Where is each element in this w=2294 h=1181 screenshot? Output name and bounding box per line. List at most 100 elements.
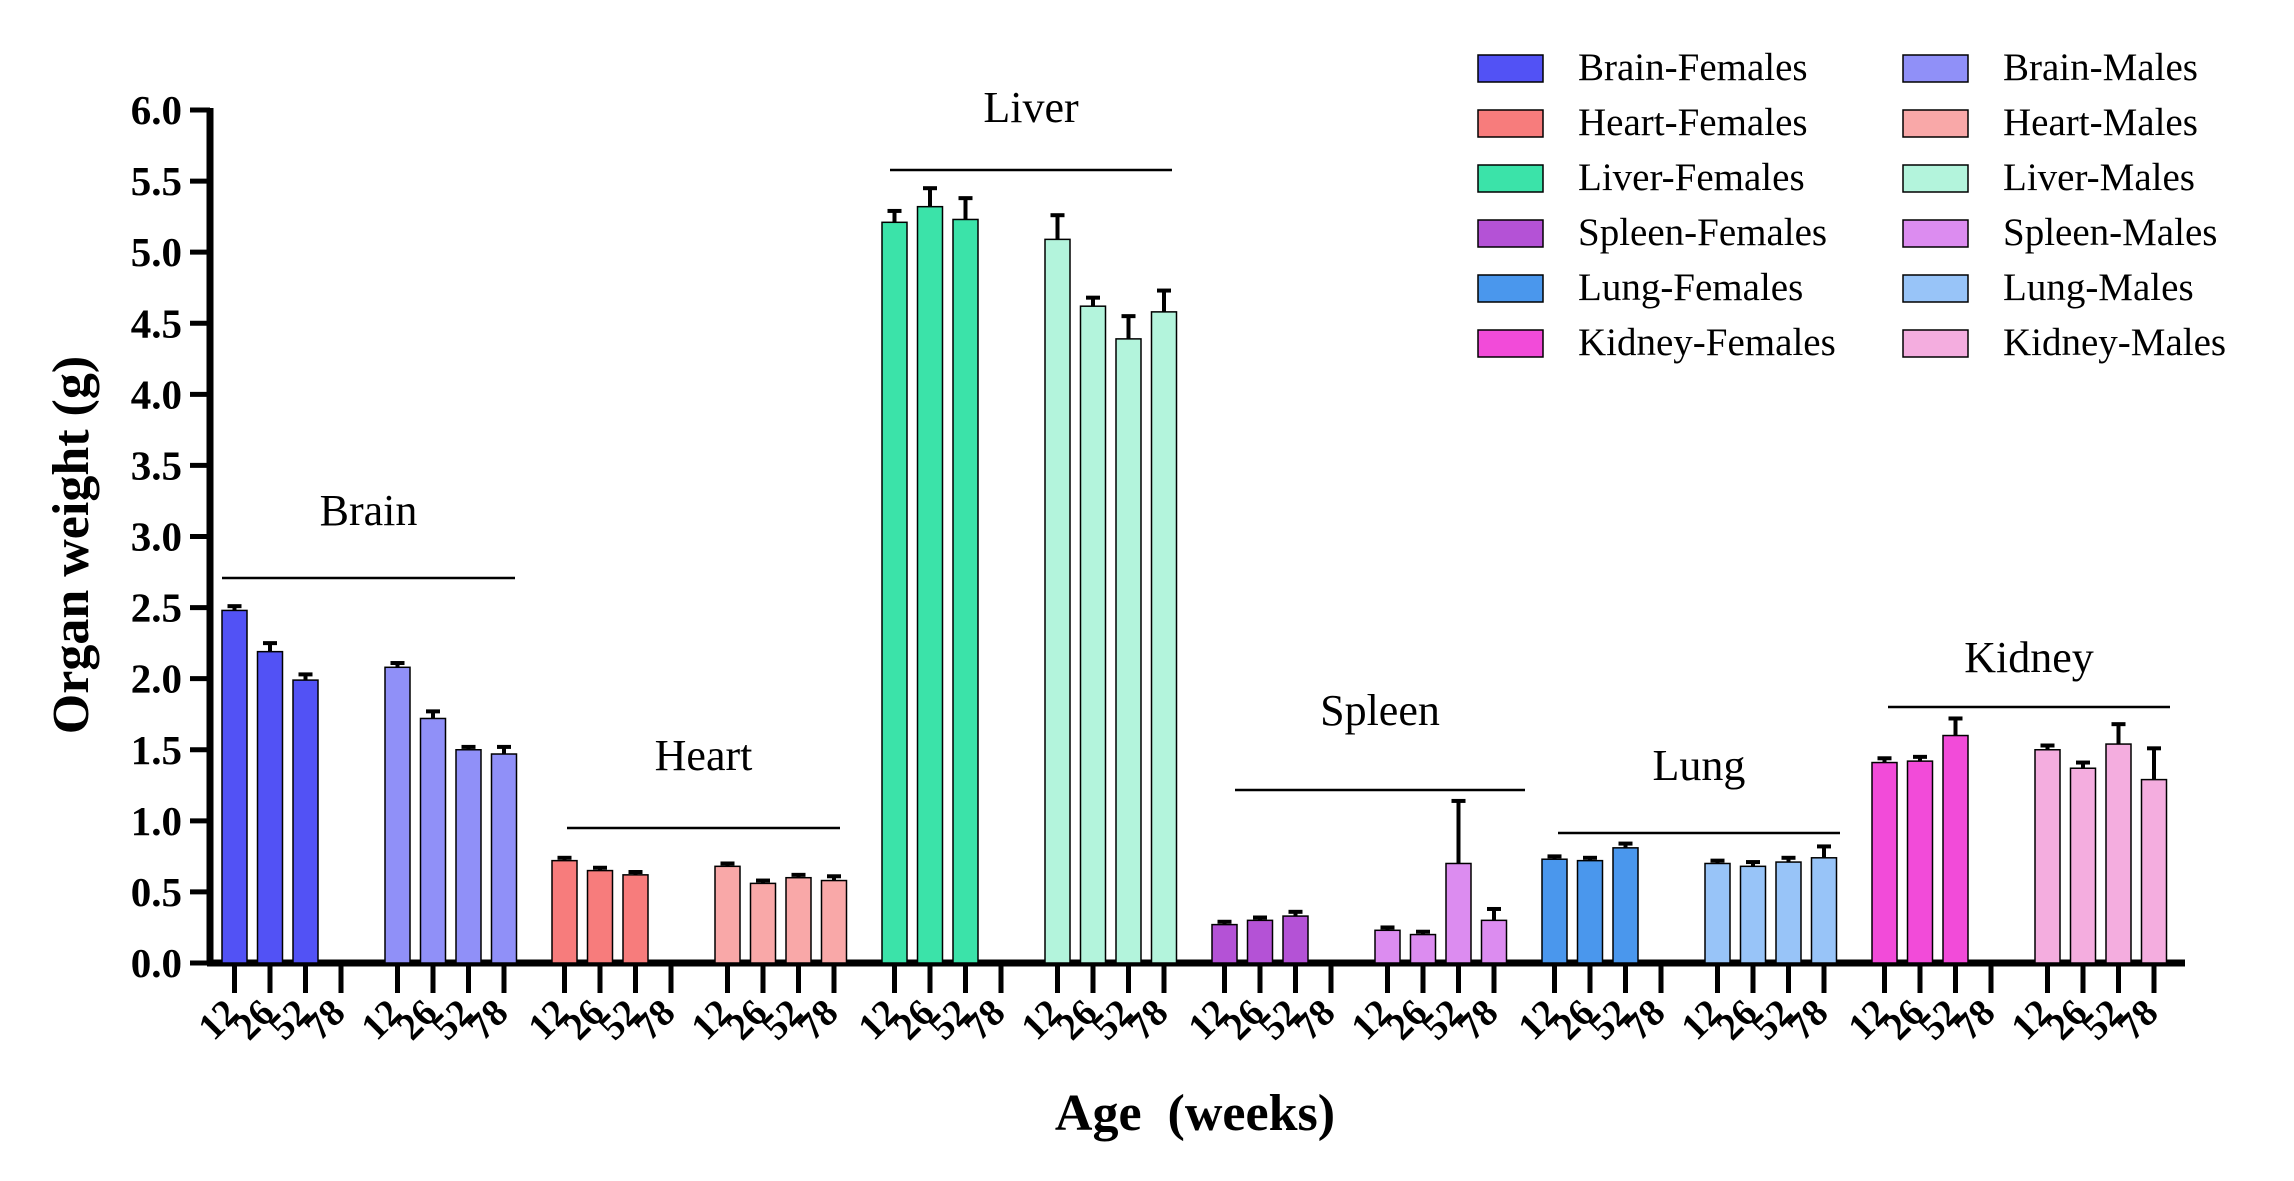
y-tick-label: 0.0	[131, 940, 182, 986]
bar	[256, 650, 284, 964]
legend-swatch	[1902, 329, 1969, 358]
legend-swatch	[1902, 109, 1969, 138]
bar	[785, 876, 812, 964]
bar	[490, 753, 518, 964]
bar	[916, 205, 944, 964]
legend-label: Brain-Females	[1578, 46, 1808, 89]
bar	[749, 882, 777, 964]
legend-label: Liver-Males	[2003, 156, 2195, 199]
legend-label: Liver-Females	[1578, 156, 1805, 199]
legend-swatch	[1477, 274, 1544, 303]
bar	[2105, 743, 2132, 964]
group-label: Lung	[1653, 741, 1746, 790]
legend-label: Spleen-Males	[2003, 211, 2217, 254]
legend-swatch	[1477, 109, 1544, 138]
x-axis-title: Age (weeks)	[1055, 1085, 1335, 1142]
x-tick-label: 78	[460, 992, 517, 1049]
legend-label: Lung-Females	[1578, 266, 1803, 309]
x-tick-label: 78	[1287, 992, 1344, 1049]
bar	[384, 666, 411, 964]
bar	[2069, 767, 2097, 964]
bar	[1115, 338, 1142, 964]
legend-item: Heart-Males	[1902, 101, 2198, 144]
x-tick-label: 78	[627, 992, 684, 1049]
legend-swatch	[1902, 274, 1969, 303]
y-axis-title: Organ weight (g)	[43, 356, 100, 734]
x-tick-label: 78	[1120, 992, 1177, 1049]
x-tick-label: 78	[1617, 992, 1674, 1049]
group-label: Liver	[983, 83, 1079, 132]
bar	[1079, 305, 1107, 964]
bar	[952, 218, 979, 964]
bar	[455, 749, 482, 964]
y-tick-label: 3.5	[131, 442, 182, 488]
x-tick-label: 78	[957, 992, 1014, 1049]
bar	[221, 609, 248, 964]
bar	[1211, 923, 1238, 964]
bar	[714, 865, 741, 964]
x-tick-label: 78	[1450, 992, 1507, 1049]
legend-label: Brain-Males	[2003, 46, 2198, 89]
y-tick-label: 5.0	[131, 229, 182, 275]
bar	[1942, 734, 1969, 964]
group-label: Brain	[320, 486, 418, 535]
bar	[292, 679, 319, 964]
x-tick-label: 78	[790, 992, 847, 1049]
bar	[1150, 311, 1178, 964]
group-label: Spleen	[1320, 686, 1440, 735]
legend-label: Spleen-Females	[1578, 211, 1827, 254]
legend-item: Spleen-Males	[1902, 211, 2217, 254]
bar	[1906, 760, 1934, 964]
group-label: Kidney	[1964, 633, 2094, 682]
y-tick-label: 4.0	[131, 371, 182, 417]
bar	[1810, 857, 1838, 964]
y-tick-label: 2.0	[131, 656, 182, 702]
y-tick-label: 3.0	[131, 514, 182, 560]
legend-swatch	[1477, 54, 1544, 83]
y-tick-label: 1.0	[131, 798, 182, 844]
bar	[551, 859, 578, 964]
bar	[1704, 862, 1731, 964]
plot-area: 0.00.51.01.52.02.53.03.54.04.55.05.56.01…	[131, 83, 2185, 1048]
legend-swatch	[1902, 54, 1969, 83]
legend-label: Lung-Males	[2003, 266, 2194, 309]
legend-item: Brain-Females	[1477, 46, 1808, 89]
bar	[2140, 778, 2168, 964]
legend-swatch	[1477, 219, 1544, 248]
bar	[1541, 858, 1568, 964]
x-tick-label: 78	[2110, 992, 2167, 1049]
legend-item: Spleen-Females	[1477, 211, 1827, 254]
legend-item: Kidney-Females	[1477, 321, 1836, 364]
y-tick-label: 0.5	[131, 869, 182, 915]
legend-label: Kidney-Males	[2003, 321, 2226, 364]
bar	[1480, 919, 1508, 964]
x-tick-label: 78	[1947, 992, 2004, 1049]
y-tick-label: 6.0	[131, 87, 182, 133]
bar	[1612, 847, 1639, 964]
bar	[1246, 919, 1274, 964]
bar	[881, 221, 908, 964]
x-tick-label: 78	[297, 992, 354, 1049]
y-tick-label: 1.5	[131, 727, 182, 773]
legend-item: Heart-Females	[1477, 101, 1808, 144]
y-tick-label: 2.5	[131, 585, 182, 631]
legend: Brain-Females Brain-Males Heart-Females Hea…	[1477, 46, 2226, 364]
legend-item: Liver-Males	[1902, 156, 2195, 199]
bar	[419, 717, 447, 964]
legend-item: Kidney-Males	[1902, 321, 2226, 364]
bar	[1374, 929, 1401, 964]
bar	[1282, 915, 1309, 964]
bar	[2034, 749, 2061, 964]
bar	[1576, 859, 1604, 964]
legend-swatch	[1902, 164, 1969, 193]
y-tick-label: 4.5	[131, 300, 182, 346]
x-tick-label: 78	[1780, 992, 1837, 1049]
legend-item: Brain-Males	[1902, 46, 2198, 89]
group-label: Heart	[655, 731, 753, 780]
legend-item: Lung-Males	[1902, 266, 2194, 309]
